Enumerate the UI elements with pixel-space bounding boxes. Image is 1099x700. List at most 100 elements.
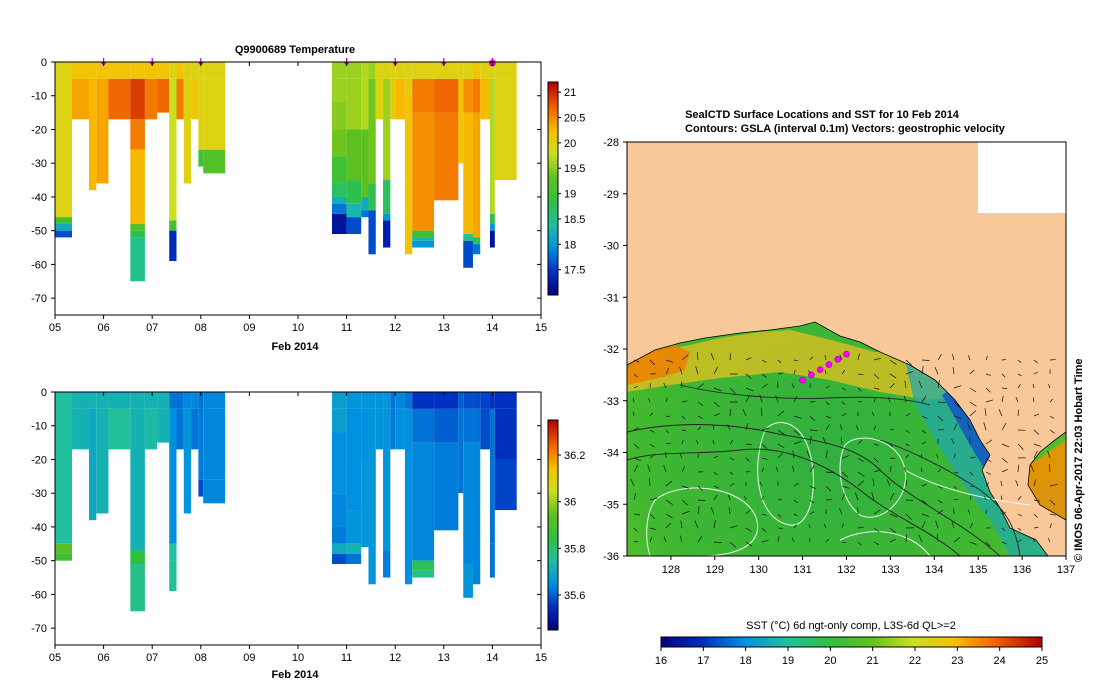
velocity-vector — [680, 520, 683, 529]
sst-colorbar-label: SST (°C) 6d ngt-only comp, L3S-6d QL>=2 — [746, 620, 956, 632]
velocity-vector — [745, 394, 751, 403]
velocity-vector — [761, 427, 770, 431]
velocity-vector — [793, 513, 798, 517]
salinity-y-tick-label: -70 — [31, 623, 47, 635]
sst-cold-strip — [942, 390, 1000, 472]
sst-map-panel: SealCTD Surface Locations and SST for 10… — [603, 109, 1085, 667]
sst-warm-east — [1028, 440, 1066, 520]
temperature-cb-tick-label: 19 — [564, 189, 576, 201]
velocity-vector — [681, 499, 688, 506]
velocity-vector — [1001, 395, 1004, 403]
velocity-vector — [953, 423, 957, 431]
temperature-cell — [463, 234, 473, 241]
velocity-vector — [777, 527, 783, 529]
velocity-vector — [649, 537, 652, 543]
velocity-vector — [648, 478, 651, 487]
sst-colorbar-ticks: 16 17 18 19 20 21 22 23 24 25 — [655, 647, 1048, 667]
temperature-cell — [144, 62, 158, 79]
velocity-vector — [777, 429, 785, 435]
velocity-vector — [841, 401, 846, 405]
temperature-cell — [55, 230, 73, 238]
velocity-vector — [745, 387, 754, 392]
temperature-cell — [489, 78, 495, 214]
velocity-vector — [952, 354, 955, 361]
temperature-cell — [198, 62, 204, 79]
temperature-cell — [489, 62, 495, 79]
velocity-vector — [713, 366, 719, 375]
velocity-vector — [633, 492, 636, 501]
velocity-vector — [681, 485, 689, 489]
velocity-vector — [839, 508, 843, 515]
velocity-vector — [809, 429, 818, 431]
temperature-cell — [489, 213, 495, 224]
temperature-cell — [55, 217, 73, 224]
velocity-vector — [1017, 495, 1022, 501]
velocity-vector — [825, 538, 829, 543]
salinity-x-tick-label: 10 — [292, 652, 304, 664]
velocity-vector — [937, 499, 943, 504]
velocity-vector — [710, 507, 715, 515]
temperature-cell — [383, 213, 391, 221]
velocity-vector — [742, 408, 747, 417]
temperature-cell — [489, 230, 495, 248]
salinity-cell — [169, 392, 177, 409]
salinity-x-tick-label: 08 — [195, 652, 207, 664]
seal-track — [799, 350, 850, 384]
velocity-vector — [745, 457, 750, 462]
velocity-vector — [857, 439, 863, 445]
velocity-vector — [633, 427, 640, 431]
velocity-vector — [761, 496, 764, 501]
temperature-cell — [412, 78, 435, 113]
gsla-contour-line — [879, 439, 1021, 556]
velocity-vector — [697, 535, 703, 543]
velocity-vector — [1033, 359, 1038, 364]
salinity-cell — [434, 442, 459, 531]
velocity-vector — [1001, 422, 1007, 431]
velocity-vector — [887, 396, 891, 403]
velocity-vector — [759, 482, 763, 487]
salinity-cell — [332, 432, 347, 494]
temperature-x-tick-label: 10 — [292, 322, 304, 334]
temperature-cell — [390, 78, 396, 120]
velocity-vector — [729, 457, 734, 461]
temperature-y-tick-label: -20 — [31, 124, 47, 136]
velocity-vector — [937, 415, 944, 422]
velocity-vector — [905, 370, 914, 375]
velocity-vector — [745, 373, 752, 379]
velocity-vector — [841, 370, 846, 375]
imos-credit: © IMOS 06-Apr-2017 22:03 Hobart Time — [1073, 358, 1085, 562]
temperature-cell — [332, 156, 347, 184]
velocity-vector — [873, 509, 881, 515]
temperature-cell — [169, 62, 177, 79]
salinity-cell — [395, 392, 405, 409]
velocity-vector — [969, 522, 973, 529]
velocity-vector — [1001, 527, 1006, 532]
velocity-vector — [840, 424, 843, 431]
salinity-cell — [332, 553, 347, 565]
velocity-vector — [793, 396, 797, 403]
salinity-cell — [412, 560, 435, 571]
velocity-vector — [969, 541, 977, 545]
salinity-y-tick-label: -10 — [31, 421, 47, 433]
velocity-vector — [791, 383, 795, 389]
velocity-vector — [649, 453, 656, 459]
velocity-vector — [775, 466, 779, 473]
velocity-vector — [985, 471, 991, 475]
velocity-vector — [921, 359, 930, 361]
velocity-vector — [1017, 359, 1022, 363]
salinity-x-tick-label: 15 — [535, 652, 547, 664]
sst-cb-tick-label: 22 — [909, 655, 921, 667]
gsla-contour-line — [839, 531, 931, 556]
map-y-tick-label: -36 — [603, 551, 619, 563]
velocity-vector — [985, 439, 993, 445]
velocity-vector — [825, 385, 830, 389]
no-data-box — [978, 142, 1066, 213]
velocity-vector — [665, 415, 671, 418]
temperature-y-tick-label: -10 — [31, 91, 47, 103]
temperature-cell — [472, 78, 481, 113]
velocity-vector — [873, 357, 882, 361]
salinity-cell — [89, 392, 97, 409]
velocity-vector — [793, 429, 801, 436]
salinity-x-tick-label: 07 — [146, 652, 158, 664]
